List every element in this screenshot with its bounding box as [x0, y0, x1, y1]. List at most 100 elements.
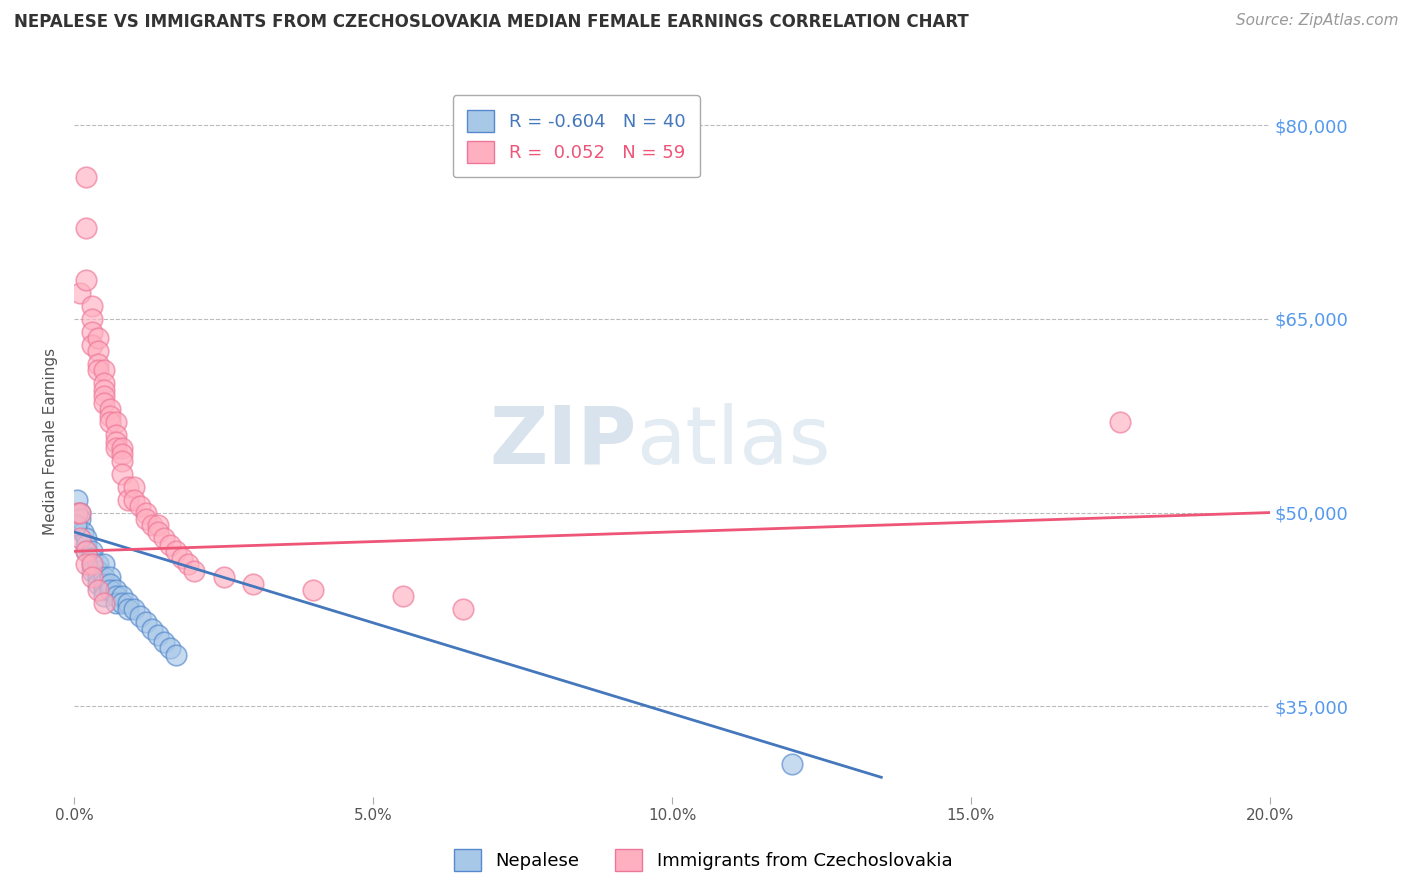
Point [75, 532, 97, 546]
Text: Source: ZipAtlas.com: Source: ZipAtlas.com [1236, 13, 1399, 29]
Point [93, 363, 115, 377]
Point [87, 331, 110, 345]
Point [80, 544, 103, 558]
Point [98, 415, 121, 429]
Point [80, 337, 103, 351]
Point [122, 480, 145, 494]
Point [98, 409, 121, 423]
Point [451, 602, 474, 616]
Point [87, 344, 110, 359]
Point [117, 492, 139, 507]
Point [93, 596, 115, 610]
Point [98, 402, 121, 417]
Point [176, 558, 198, 572]
Point [98, 582, 121, 597]
Point [183, 564, 205, 578]
Point [146, 628, 169, 642]
Point [152, 634, 174, 648]
Point [93, 590, 115, 604]
Point [66, 506, 89, 520]
Point [159, 641, 181, 656]
Point [75, 538, 97, 552]
Point [75, 273, 97, 287]
Point [104, 428, 127, 442]
Point [170, 550, 193, 565]
Point [75, 558, 97, 572]
Point [141, 518, 163, 533]
Point [93, 558, 115, 572]
Point [117, 596, 139, 610]
Point [80, 550, 103, 565]
Point [93, 582, 115, 597]
Point [159, 538, 181, 552]
Point [72, 524, 94, 539]
Point [87, 558, 110, 572]
Point [80, 564, 103, 578]
Point [80, 299, 103, 313]
Legend: Nepalese, Immigrants from Czechoslovakia: Nepalese, Immigrants from Czechoslovakia [446, 842, 960, 879]
Point [146, 518, 169, 533]
Point [93, 570, 115, 584]
Point [117, 480, 139, 494]
Point [128, 499, 150, 513]
Point [65, 518, 87, 533]
Point [141, 622, 163, 636]
Point [87, 582, 110, 597]
Point [93, 576, 115, 591]
Point [152, 532, 174, 546]
Point [111, 596, 134, 610]
Point [98, 570, 121, 584]
Point [75, 544, 97, 558]
Point [87, 357, 110, 371]
Point [165, 544, 187, 558]
Text: atlas: atlas [636, 402, 831, 481]
Text: NEPALESE VS IMMIGRANTS FROM CZECHOSLOVAKIA MEDIAN FEMALE EARNINGS CORRELATION CH: NEPALESE VS IMMIGRANTS FROM CZECHOSLOVAK… [14, 13, 969, 31]
Point [80, 570, 103, 584]
Point [117, 602, 139, 616]
Point [104, 415, 127, 429]
Point [111, 467, 134, 481]
Point [104, 590, 127, 604]
Point [75, 221, 97, 235]
Text: ZIP: ZIP [489, 402, 636, 481]
Point [69, 285, 91, 300]
Point [111, 441, 134, 455]
Point [87, 363, 110, 377]
Point [98, 576, 121, 591]
Point [93, 396, 115, 410]
Point [135, 615, 157, 630]
Point [104, 441, 127, 455]
Point [104, 434, 127, 449]
Point [111, 447, 134, 461]
Point [69, 506, 91, 520]
Point [87, 576, 110, 591]
Point [122, 602, 145, 616]
Point [80, 311, 103, 326]
Point [111, 590, 134, 604]
Point [122, 492, 145, 507]
Point [87, 564, 110, 578]
Point [212, 570, 235, 584]
Point [135, 512, 157, 526]
Point [80, 558, 103, 572]
Point [302, 582, 325, 597]
Point [111, 454, 134, 468]
Point [165, 648, 187, 662]
Point [1109, 415, 1132, 429]
Point [75, 169, 97, 184]
Point [135, 506, 157, 520]
Point [69, 512, 91, 526]
Point [392, 590, 415, 604]
Point [104, 582, 127, 597]
Legend: R = -0.604   N = 40, R =  0.052   N = 59: R = -0.604 N = 40, R = 0.052 N = 59 [453, 95, 700, 178]
Point [780, 757, 803, 772]
Point [146, 524, 169, 539]
Point [128, 608, 150, 623]
Point [87, 570, 110, 584]
Point [69, 532, 91, 546]
Point [104, 596, 127, 610]
Point [80, 325, 103, 339]
Point [66, 492, 89, 507]
Point [75, 544, 97, 558]
Point [93, 389, 115, 403]
